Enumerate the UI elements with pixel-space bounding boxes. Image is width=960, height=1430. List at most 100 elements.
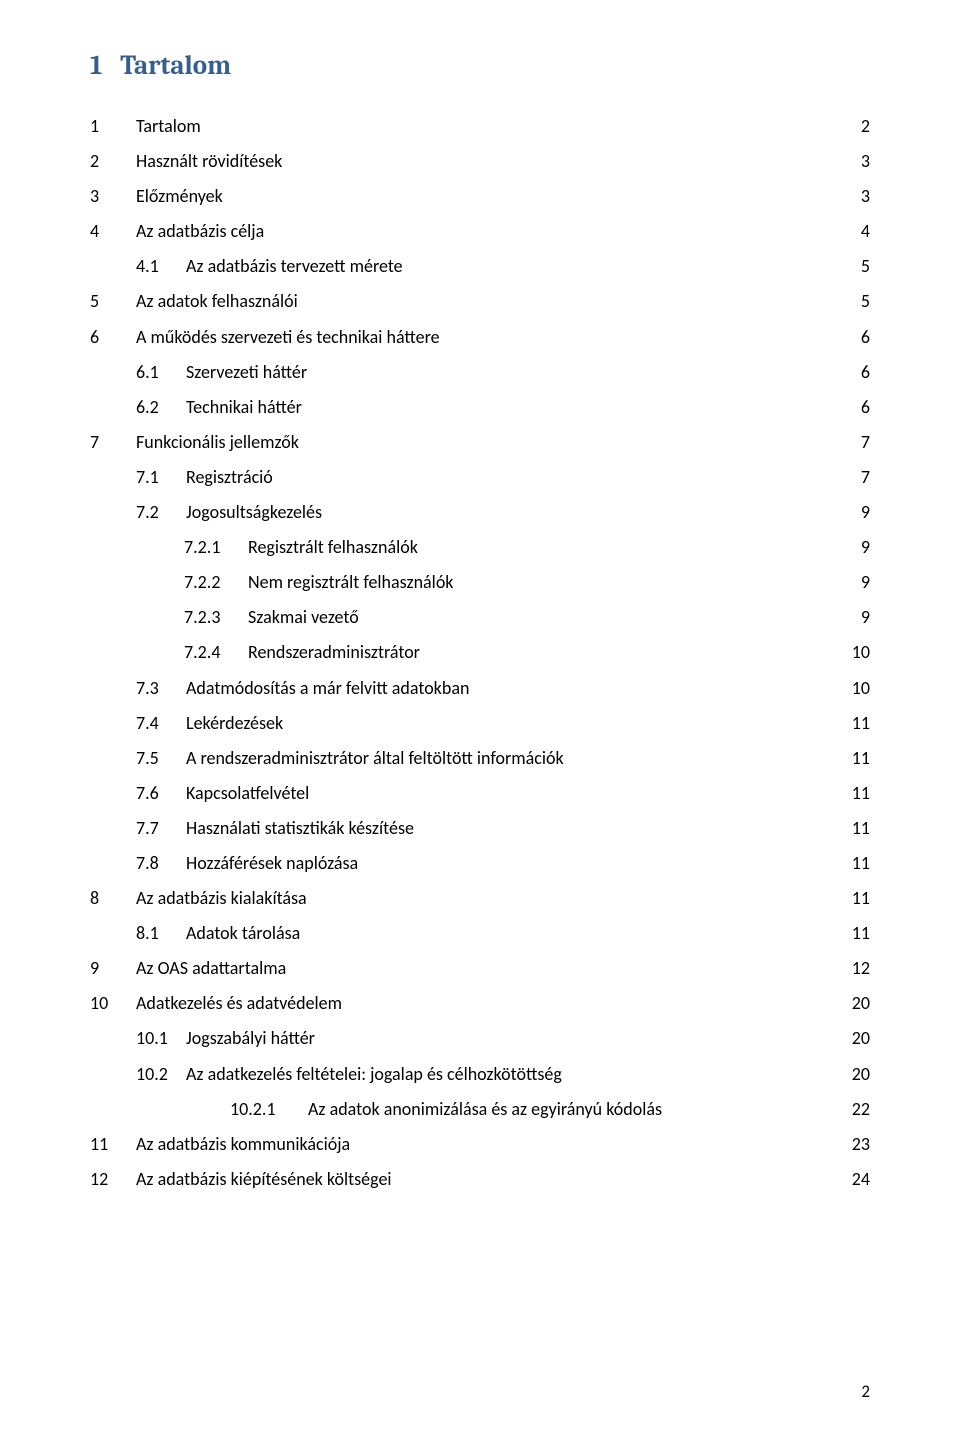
toc-entry-number: 10.2 [136,1057,186,1092]
toc-entry-title: Kapcsolatfelvétel [186,776,309,811]
toc-entry-page: 5 [846,284,870,319]
document-page: 1 Tartalom 1Tartalom22Használt rövidítés… [0,0,960,1430]
toc-entry-page: 24 [846,1162,870,1197]
toc-entry-title: Az adatok anonimizálása és az egyirányú … [308,1092,662,1127]
toc-entry-title: Regisztrált felhasználók [248,530,418,565]
toc-entry-title: Előzmények [136,179,223,214]
toc-entry: 2Használt rövidítések 3 [90,144,870,179]
toc-entry-number: 7.3 [136,671,186,706]
toc-entry: 10.2Az adatkezelés feltételei: jogalap é… [90,1057,870,1092]
toc-entry-title: A rendszeradminisztrátor által feltöltöt… [186,741,564,776]
toc-entry: 7.6Kapcsolatfelvétel 11 [90,776,870,811]
toc-entry-number: 4 [90,214,136,249]
toc-entry: 7Funkcionális jellemzők7 [90,425,870,460]
toc-entry-page: 9 [846,495,870,530]
toc-entry-title: Funkcionális jellemzők [136,425,299,460]
toc-entry: 5Az adatok felhasználói5 [90,284,870,319]
toc-entry-title: Az adatbázis célja [136,214,264,249]
toc-entry-number: 7.4 [136,706,186,741]
toc-entry: 7.2.1Regisztrált felhasználók 9 [90,530,870,565]
toc-entry-title: Technikai háttér [186,390,302,425]
toc-entry-number: 7.8 [136,846,186,881]
toc-entry-number: 1 [90,109,136,144]
toc-entry-number: 7.6 [136,776,186,811]
toc-entry-number: 7.1 [136,460,186,495]
toc-entry-title: Az adatbázis tervezett mérete [186,249,403,284]
toc-entry-number: 9 [90,951,136,986]
toc-entry-number: 2 [90,144,136,179]
toc-entry-page: 5 [846,249,870,284]
toc-entry-page: 9 [846,600,870,635]
toc-entry-title: Az adatkezelés feltételei: jogalap és cé… [186,1057,562,1092]
toc-entry-title: Lekérdezések [186,706,283,741]
toc-entry-page: 11 [846,741,870,776]
toc-entry: 7.2.3Szakmai vezető 9 [90,600,870,635]
toc-entry-number: 8 [90,881,136,916]
toc-entry: 4Az adatbázis célja4 [90,214,870,249]
toc-entry-title: Jogosultságkezelés [186,495,322,530]
toc-entry-page: 20 [846,1057,870,1092]
toc-entry: 7.2.2Nem regisztrált felhasználók9 [90,565,870,600]
toc-entry-title: Rendszeradminisztrátor [248,635,420,670]
toc-entry: 7.3Adatmódosítás a már felvitt adatokban… [90,671,870,706]
toc-entry: 7.7Használati statisztikák készítése 11 [90,811,870,846]
toc-entry-title: Jogszabályi háttér [186,1021,315,1056]
toc-entry: 4.1Az adatbázis tervezett mérete 5 [90,249,870,284]
toc-entry-number: 7 [90,425,136,460]
toc-entry-title: Az adatbázis kiépítésének költségei [136,1162,392,1197]
toc-entry-title: Szakmai vezető [248,600,359,635]
toc-entry-number: 7.2.4 [184,635,248,670]
toc-entry-page: 9 [846,530,870,565]
toc-entry-number: 5 [90,284,136,319]
toc-entry-page: 11 [846,916,870,951]
toc-list: 1Tartalom22Használt rövidítések33Előzmén… [90,109,870,1197]
toc-entry-number: 11 [90,1127,136,1162]
toc-entry-page: 6 [846,320,870,355]
toc-entry-number: 7.2.2 [184,565,248,600]
toc-entry-number: 7.2.1 [184,530,248,565]
toc-entry-number: 6.2 [136,390,186,425]
toc-entry-number: 7.2.3 [184,600,248,635]
toc-entry-title: Az OAS adattartalma [136,951,286,986]
toc-entry-page: 7 [846,460,870,495]
toc-entry-page: 2 [846,109,870,144]
toc-entry-page: 11 [846,881,870,916]
toc-entry-number: 3 [90,179,136,214]
toc-entry: 10.1Jogszabályi háttér20 [90,1021,870,1056]
toc-entry-number: 7.7 [136,811,186,846]
toc-entry-title: Az adatok felhasználói [136,284,298,319]
heading-number: 1 [90,50,102,81]
toc-entry-title: A működés szervezeti és technikai hátter… [136,320,440,355]
toc-entry-title: Használt rövidítések [136,144,282,179]
page-number: 2 [861,1381,870,1402]
heading-text: Tartalom [120,50,231,81]
toc-entry-page: 9 [846,565,870,600]
toc-entry-page: 11 [846,846,870,881]
toc-entry: 6.2Technikai háttér6 [90,390,870,425]
toc-entry-number: 10 [90,986,136,1021]
toc-entry-page: 10 [846,635,870,670]
toc-entry-page: 4 [846,214,870,249]
toc-entry-page: 12 [846,951,870,986]
toc-entry-page: 11 [846,811,870,846]
toc-entry-page: 3 [846,144,870,179]
toc-entry-title: Tartalom [136,109,201,144]
toc-entry-number: 4.1 [136,249,186,284]
toc-entry-page: 22 [846,1092,870,1127]
toc-entry: 3Előzmények3 [90,179,870,214]
toc-entry: 7.2Jogosultságkezelés 9 [90,495,870,530]
toc-entry-number: 10.1 [136,1021,186,1056]
toc-entry: 7.2.4Rendszeradminisztrátor 10 [90,635,870,670]
toc-entry: 7.5A rendszeradminisztrátor által feltöl… [90,741,870,776]
toc-entry-number: 7.5 [136,741,186,776]
toc-entry: 7.8Hozzáférések naplózása11 [90,846,870,881]
toc-entry-page: 11 [846,706,870,741]
toc-entry-page: 11 [846,776,870,811]
toc-entry-title: Használati statisztikák készítése [186,811,414,846]
toc-entry-title: Az adatbázis kommunikációja [136,1127,350,1162]
toc-entry-number: 7.2 [136,495,186,530]
toc-entry-number: 6 [90,320,136,355]
toc-entry: 7.1Regisztráció7 [90,460,870,495]
toc-entry: 8Az adatbázis kialakítása11 [90,881,870,916]
toc-entry-title: Adatok tárolása [186,916,300,951]
